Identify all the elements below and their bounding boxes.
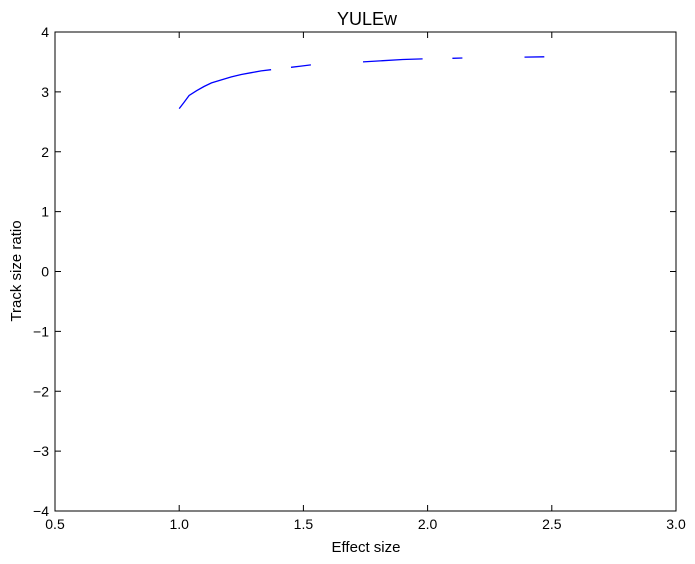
series-line-segment: [362, 58, 423, 63]
x-tick-label: 2.0: [418, 516, 438, 532]
y-axis-ticks: 4 3 2 1 0 −1 −2 −3 −4: [33, 24, 676, 519]
x-axis-ticks: 0.5 1.0 1.5 2.0 2.5 3.0: [45, 32, 686, 532]
y-axis-label: Track size ratio: [8, 220, 25, 321]
x-tick-label: 1.5: [294, 516, 314, 532]
y-tick-label: −1: [33, 323, 49, 339]
y-tick-label: 3: [41, 84, 49, 100]
x-tick-label: 0.5: [45, 516, 65, 532]
x-axis-label: Effect size: [332, 539, 401, 556]
series-line-segment: [290, 64, 311, 68]
y-tick-label: 0: [41, 264, 49, 280]
plot-frame: [54, 31, 677, 512]
y-tick-label: 2: [41, 144, 49, 160]
y-tick-label: −4: [33, 503, 49, 519]
y-tick-label: 1: [41, 204, 49, 220]
x-tick-label: 2.5: [542, 516, 562, 532]
x-tick-label: 3.0: [666, 516, 686, 532]
series-line-segment: [178, 69, 272, 109]
y-tick-label: 4: [41, 24, 49, 40]
y-tick-label: −2: [33, 383, 49, 399]
y-tick-label: −3: [33, 443, 49, 459]
chart-title: YULEw: [337, 9, 398, 29]
series-lines: [178, 56, 545, 109]
plot-area: [54, 31, 677, 512]
x-tick-label: 1.0: [169, 516, 189, 532]
